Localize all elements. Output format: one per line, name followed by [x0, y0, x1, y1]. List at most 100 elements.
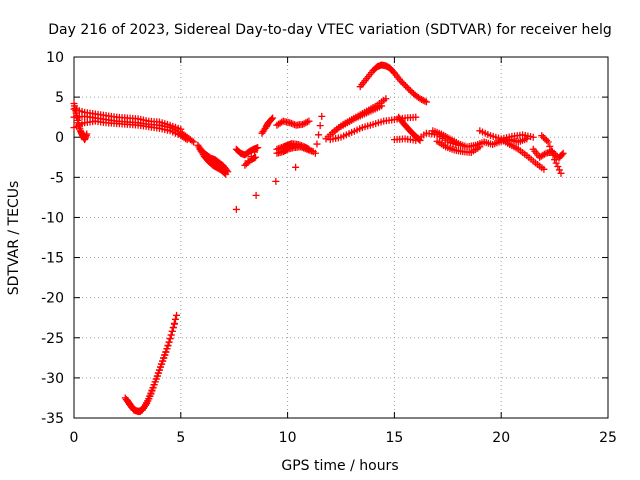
data-point — [171, 315, 179, 323]
series-cluster-21to23h-b — [538, 132, 565, 177]
plot-frame — [73, 56, 609, 419]
data-point — [167, 331, 175, 339]
series-arc-8to9h — [258, 114, 277, 137]
data-point — [299, 120, 307, 128]
x-tick-label: 25 — [599, 430, 617, 446]
data-point — [557, 169, 565, 177]
data-point — [318, 112, 326, 120]
data-point — [555, 166, 563, 174]
data-point — [315, 131, 323, 139]
data-point — [158, 360, 166, 368]
axis-ticks: 0 5 10 15 20 25 10 5 0 -5 -10 -15 -20 -25 -30 -35 — [41, 50, 617, 446]
data-point — [540, 165, 548, 173]
y-tick-label: -5 — [50, 170, 64, 186]
series-rising-12to14h-b — [326, 102, 386, 139]
data-point — [173, 311, 181, 319]
data-point — [398, 79, 406, 87]
data-point — [554, 163, 562, 171]
series-main-band-upper — [70, 105, 185, 133]
x-tick-label: 5 — [176, 430, 185, 446]
data-point — [403, 83, 411, 91]
data-point — [544, 138, 552, 146]
series-upper-10to11h — [273, 117, 313, 129]
x-tick-label: 0 — [70, 430, 79, 446]
data-point — [551, 156, 559, 164]
data-point — [168, 327, 176, 335]
grid — [74, 57, 608, 418]
data-point — [547, 147, 555, 155]
data-point — [549, 151, 557, 159]
y-tick-label: 10 — [46, 50, 64, 66]
data-point — [539, 133, 547, 141]
data-point — [165, 338, 173, 346]
data-point — [232, 205, 240, 213]
y-tick-label: 0 — [55, 130, 64, 146]
data-point — [416, 95, 424, 103]
data-point — [529, 133, 537, 141]
data-point — [221, 169, 229, 177]
y-tick-label: -35 — [41, 411, 64, 427]
data-point — [311, 149, 319, 157]
data-point — [154, 369, 162, 377]
data-point — [523, 135, 531, 143]
y-axis-label: SDTVAR / TECUs — [6, 181, 22, 296]
y-tick-label: 5 — [55, 90, 64, 106]
data-point — [546, 142, 554, 150]
data-point — [397, 77, 405, 85]
data-point — [155, 366, 163, 374]
series-left-edge — [70, 100, 91, 144]
data-point — [412, 113, 420, 121]
data-point — [252, 191, 260, 199]
data-point — [405, 85, 413, 93]
data-point — [164, 341, 172, 349]
chart-title: Day 216 of 2023, Sidereal Day-to-day VTE… — [48, 22, 611, 38]
data-point — [419, 96, 427, 104]
data-point — [162, 348, 170, 356]
data-point — [538, 132, 546, 140]
data-point — [252, 153, 260, 161]
data-point — [400, 80, 408, 88]
data-point — [421, 97, 429, 105]
y-tick-label: -25 — [41, 331, 64, 347]
data-points — [70, 61, 567, 416]
data-point — [540, 150, 548, 158]
data-point — [552, 159, 560, 167]
data-point — [188, 137, 196, 145]
y-tick-label: -20 — [41, 291, 64, 307]
data-point — [303, 118, 311, 126]
series-band-9to11h-b — [273, 143, 317, 157]
data-point — [422, 98, 430, 106]
data-point — [170, 320, 178, 328]
data-point — [222, 170, 230, 178]
y-tick-label: -15 — [41, 251, 64, 267]
series-cluster-7to8h — [232, 144, 262, 169]
data-point — [302, 119, 310, 127]
series-cluster-21to23h — [529, 145, 567, 162]
series-deep-arc-b — [123, 320, 178, 416]
data-point — [161, 351, 169, 359]
data-point — [316, 122, 324, 130]
data-point — [559, 149, 567, 157]
data-point — [177, 125, 185, 133]
series-peak-arc — [356, 61, 430, 106]
data-point — [163, 345, 171, 353]
data-point — [268, 115, 276, 123]
data-point — [543, 136, 551, 144]
data-point — [305, 117, 313, 125]
data-point — [157, 363, 165, 371]
data-point — [269, 114, 277, 122]
data-point — [541, 135, 549, 143]
data-point — [300, 120, 308, 128]
data-point — [166, 335, 174, 343]
data-point — [183, 136, 191, 144]
y-tick-label: -30 — [41, 371, 64, 387]
data-point — [83, 130, 91, 138]
series-cluster-17to19h-b — [433, 137, 484, 156]
data-point — [378, 102, 386, 110]
x-tick-label: 15 — [385, 430, 403, 446]
data-point — [190, 138, 198, 146]
data-point — [418, 96, 426, 104]
data-point — [254, 144, 262, 152]
data-point — [558, 150, 566, 158]
